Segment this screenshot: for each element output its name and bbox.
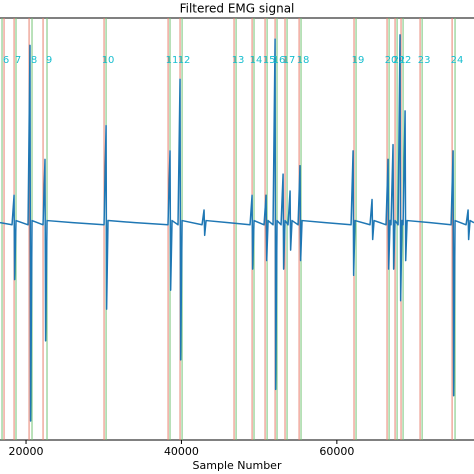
marker-label: 9 — [46, 55, 52, 66]
marker-label: 13 — [232, 55, 245, 66]
x-axis-label: Sample Number — [193, 459, 282, 472]
marker-label: 14 — [250, 55, 263, 66]
marker-label: 23 — [418, 55, 431, 66]
marker-label: 11 — [166, 55, 179, 66]
marker-label: 10 — [102, 55, 115, 66]
marker-label: 7 — [15, 55, 21, 66]
marker-label: 19 — [352, 55, 365, 66]
x-tick-label: 60000 — [319, 445, 354, 458]
marker-label: 18 — [297, 55, 310, 66]
marker-label: 8 — [31, 55, 37, 66]
chart-title: Filtered EMG signal — [180, 2, 295, 16]
marker-label: 16 — [273, 55, 286, 66]
marker-label: 15 — [263, 55, 276, 66]
marker-label: 24 — [451, 55, 464, 66]
marker-label: 6 — [3, 55, 9, 66]
marker-label: 20 — [385, 55, 398, 66]
marker-label: 21 — [393, 55, 406, 66]
marker-label: 22 — [399, 55, 412, 66]
x-tick-label: 20000 — [9, 445, 44, 458]
x-tick-label: 40000 — [164, 445, 199, 458]
marker-label: 17 — [283, 55, 296, 66]
marker-label: 12 — [178, 55, 191, 66]
signal-line — [0, 34, 474, 422]
